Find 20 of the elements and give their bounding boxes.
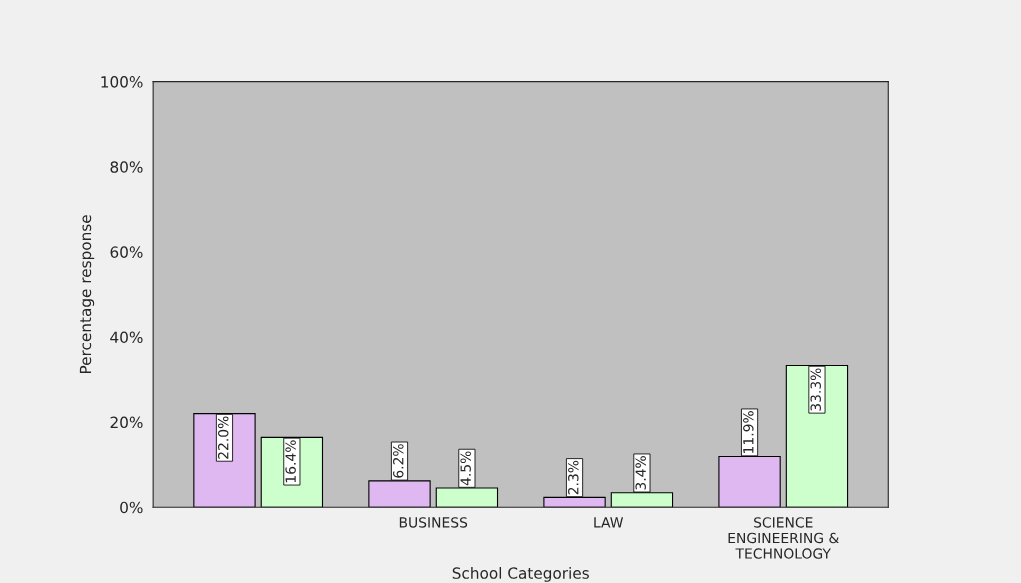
data-label: 6.2% <box>393 444 404 478</box>
data-label: 4.5% <box>460 451 471 486</box>
bar <box>785 364 849 508</box>
y-tick-label: 60% <box>110 246 143 258</box>
x-tick-label: LAW <box>594 517 624 528</box>
y-axis-title: Percentage response <box>79 215 95 373</box>
y-tick-label: 20% <box>110 416 143 429</box>
y-tick-label: 40% <box>110 331 143 343</box>
data-label: 16.4% <box>285 440 296 483</box>
data-label: 22.0% <box>218 416 229 459</box>
data-label: 3.4% <box>635 456 646 490</box>
y-tick-label: 80% <box>110 161 143 173</box>
x-tick-label: BUSINESS <box>399 517 468 528</box>
x-tick-label: SCIENCE ENGINEERING & TECHNOLOGY <box>728 517 839 559</box>
y-tick-label: 0% <box>120 501 143 514</box>
data-label: 2.3% <box>568 460 579 495</box>
x-axis-title: School Categories <box>452 567 589 582</box>
data-label: 33.3% <box>810 368 821 411</box>
data-label: 11.9% <box>743 411 754 453</box>
y-tick-label: 100% <box>101 76 143 88</box>
